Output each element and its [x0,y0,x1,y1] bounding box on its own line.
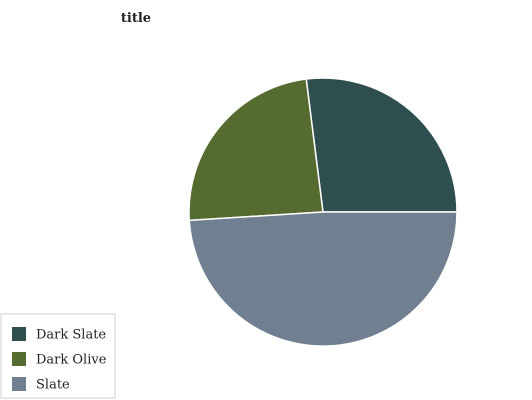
pie-slice-dark-olive [188,78,324,222]
legend: Dark Slate Dark Olive Slate [0,313,116,399]
legend-label-dark-slate: Dark Slate [36,328,106,343]
pie-slices [188,77,458,347]
pie-slice-slate [188,211,458,347]
legend-swatch-dark-slate [12,327,26,341]
chart-title: title [121,11,151,26]
pie-slice-dark-slate [305,77,458,213]
legend-label-dark-olive: Dark Olive [36,353,107,368]
legend-label-slate: Slate [36,378,70,393]
legend-swatch-slate [12,377,26,391]
legend-swatch-dark-olive [12,352,26,366]
